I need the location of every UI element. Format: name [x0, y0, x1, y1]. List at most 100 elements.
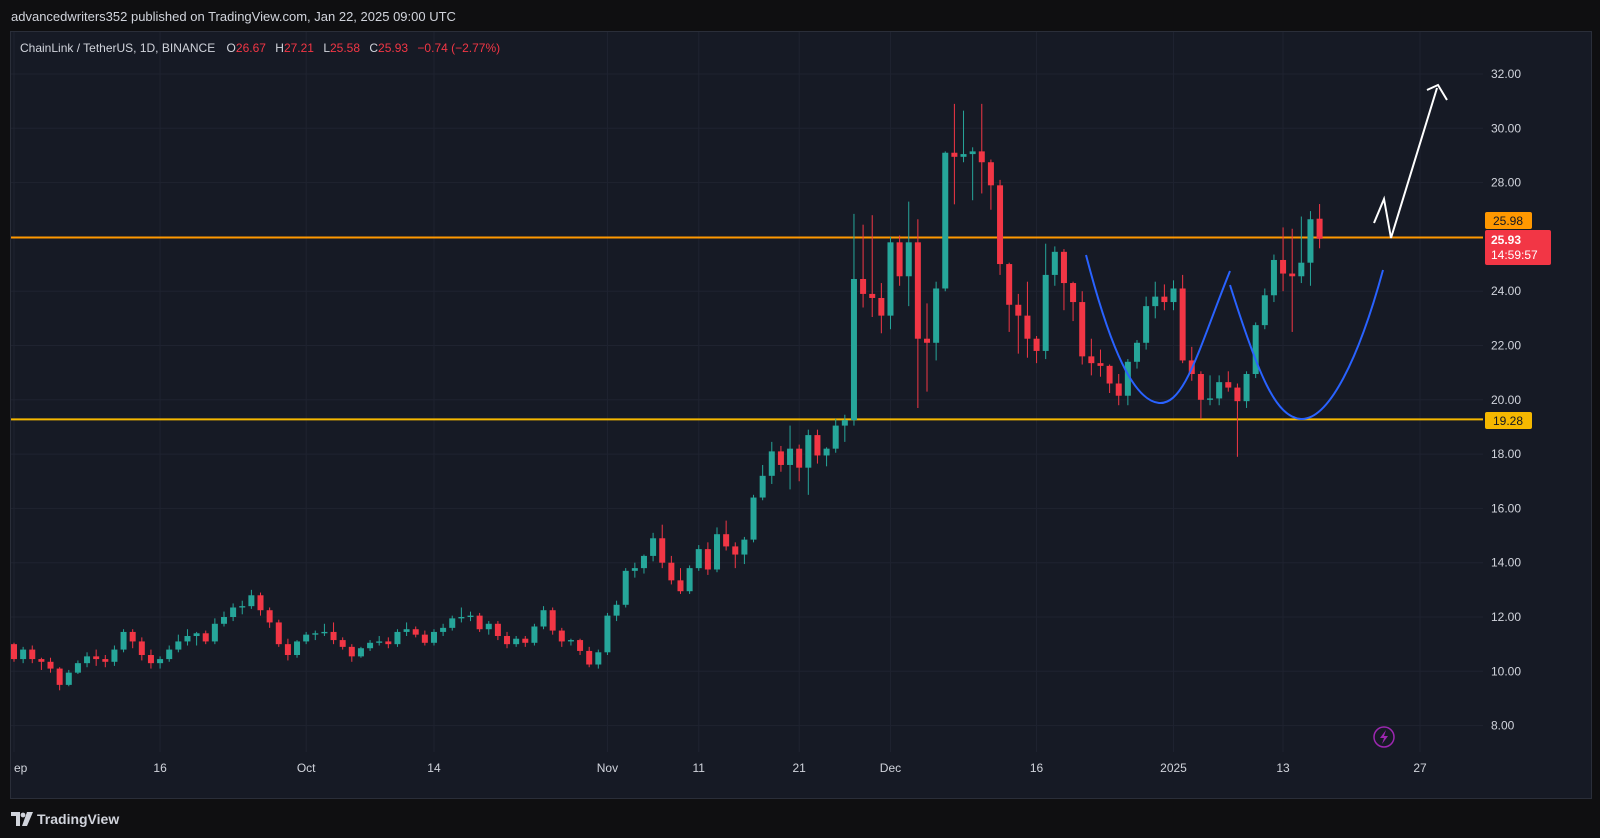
candle-body [942, 152, 949, 289]
candle-body [321, 631, 328, 634]
y-tick-label: 14.00 [1491, 556, 1521, 570]
candle-body [202, 633, 209, 642]
candle-body [531, 626, 538, 643]
price-axis[interactable]: 8.00 10.00 12.00 14.00 16.00 18.00 20.00 22.00 2… [1491, 67, 1521, 733]
candle [266, 607, 273, 628]
chart-panel[interactable]: 8.00 10.00 12.00 14.00 16.00 18.00 20.00 22.00 2… [10, 31, 1592, 799]
candle [1060, 249, 1067, 311]
candle-body [595, 652, 602, 665]
support-price-tag: 19.28 [1485, 412, 1532, 429]
candle [905, 201, 912, 307]
candle [84, 652, 91, 668]
projection-arrow [1373, 87, 1438, 239]
candle-body [230, 607, 237, 617]
candle [1197, 371, 1204, 419]
candle [230, 603, 237, 622]
candle [412, 626, 419, 638]
candle [1261, 288, 1268, 330]
last-price-tag: 25.93 14:59:57 [1485, 230, 1551, 265]
time-axis[interactable]: ep 16 Oct 14 Nov 11 21 Dec 16 2025 13 27 [14, 761, 1427, 775]
candle-body [275, 622, 282, 645]
x-tick-label: 13 [1276, 761, 1290, 775]
candle-body [312, 633, 319, 635]
candle-body [257, 595, 264, 611]
candle-body [832, 425, 839, 449]
candle [339, 637, 346, 650]
candle [714, 527, 721, 573]
candle [421, 630, 428, 646]
candle-body [157, 659, 164, 664]
candle [549, 607, 556, 635]
candle [723, 520, 730, 551]
candle [1133, 340, 1140, 369]
candle-body [120, 631, 127, 650]
candle-body [1015, 304, 1022, 316]
candle [1298, 216, 1305, 284]
candle [622, 568, 629, 608]
candle [1170, 280, 1177, 311]
cup-curve-right [1229, 269, 1384, 421]
candle-body [211, 623, 218, 642]
candle-body [1115, 383, 1122, 396]
candle-body [193, 633, 200, 637]
candle [1033, 335, 1040, 364]
candle-body [239, 606, 246, 608]
candle-body [1161, 296, 1168, 303]
candle [467, 611, 474, 622]
candle [567, 638, 574, 646]
candle-body [613, 604, 620, 616]
candle-body [1289, 273, 1296, 277]
grid [11, 32, 1483, 752]
candle [677, 568, 684, 594]
candle-body [850, 278, 857, 421]
candle [385, 637, 392, 649]
candle-body [540, 610, 547, 627]
candle [695, 545, 702, 571]
candle-body [412, 629, 419, 635]
change-value: −0.74 (−2.77%) [417, 41, 500, 55]
candle [485, 621, 492, 635]
candle [1243, 371, 1250, 408]
candle-body [860, 278, 867, 294]
candle-body [1097, 363, 1104, 366]
candle [157, 656, 164, 669]
candle-body [577, 640, 584, 651]
y-tick-label: 16.00 [1491, 501, 1521, 515]
candle-body [905, 242, 912, 277]
candle-body [1252, 325, 1259, 375]
tradingview-brand[interactable]: TradingView [11, 811, 119, 827]
y-tick-label: 12.00 [1491, 610, 1521, 624]
y-tick-label: 28.00 [1491, 176, 1521, 190]
candle [11, 642, 17, 662]
candle-body [303, 634, 310, 642]
candle-body [951, 152, 958, 157]
candle-body [248, 595, 255, 607]
candle-body [997, 185, 1004, 265]
candle [540, 606, 547, 630]
candle-body [887, 242, 894, 316]
candle [1152, 281, 1159, 319]
candle [29, 645, 36, 664]
candle-body [805, 435, 812, 468]
candle-body [449, 618, 456, 628]
candle-body [11, 644, 17, 660]
candle-body [102, 659, 109, 662]
candle-body [1307, 219, 1314, 263]
candle [367, 640, 374, 651]
candle [832, 418, 839, 453]
candle [1115, 374, 1122, 406]
candle [732, 542, 739, 569]
candlestick-chart[interactable]: 8.00 10.00 12.00 14.00 16.00 18.00 20.00 22.00 2… [11, 32, 1591, 798]
lightning-icon[interactable] [1373, 726, 1395, 748]
candle [1280, 227, 1287, 292]
candle-body [339, 640, 346, 647]
candle [969, 147, 976, 201]
candle [777, 445, 784, 472]
candle-body [714, 534, 721, 570]
candle [531, 623, 538, 646]
candle-body [147, 655, 154, 664]
open-label: O [227, 41, 236, 55]
published-line: advancedwriters352 published on TradingV… [11, 8, 456, 24]
candle-body [476, 615, 483, 630]
arrow-head-icon [1426, 83, 1448, 101]
